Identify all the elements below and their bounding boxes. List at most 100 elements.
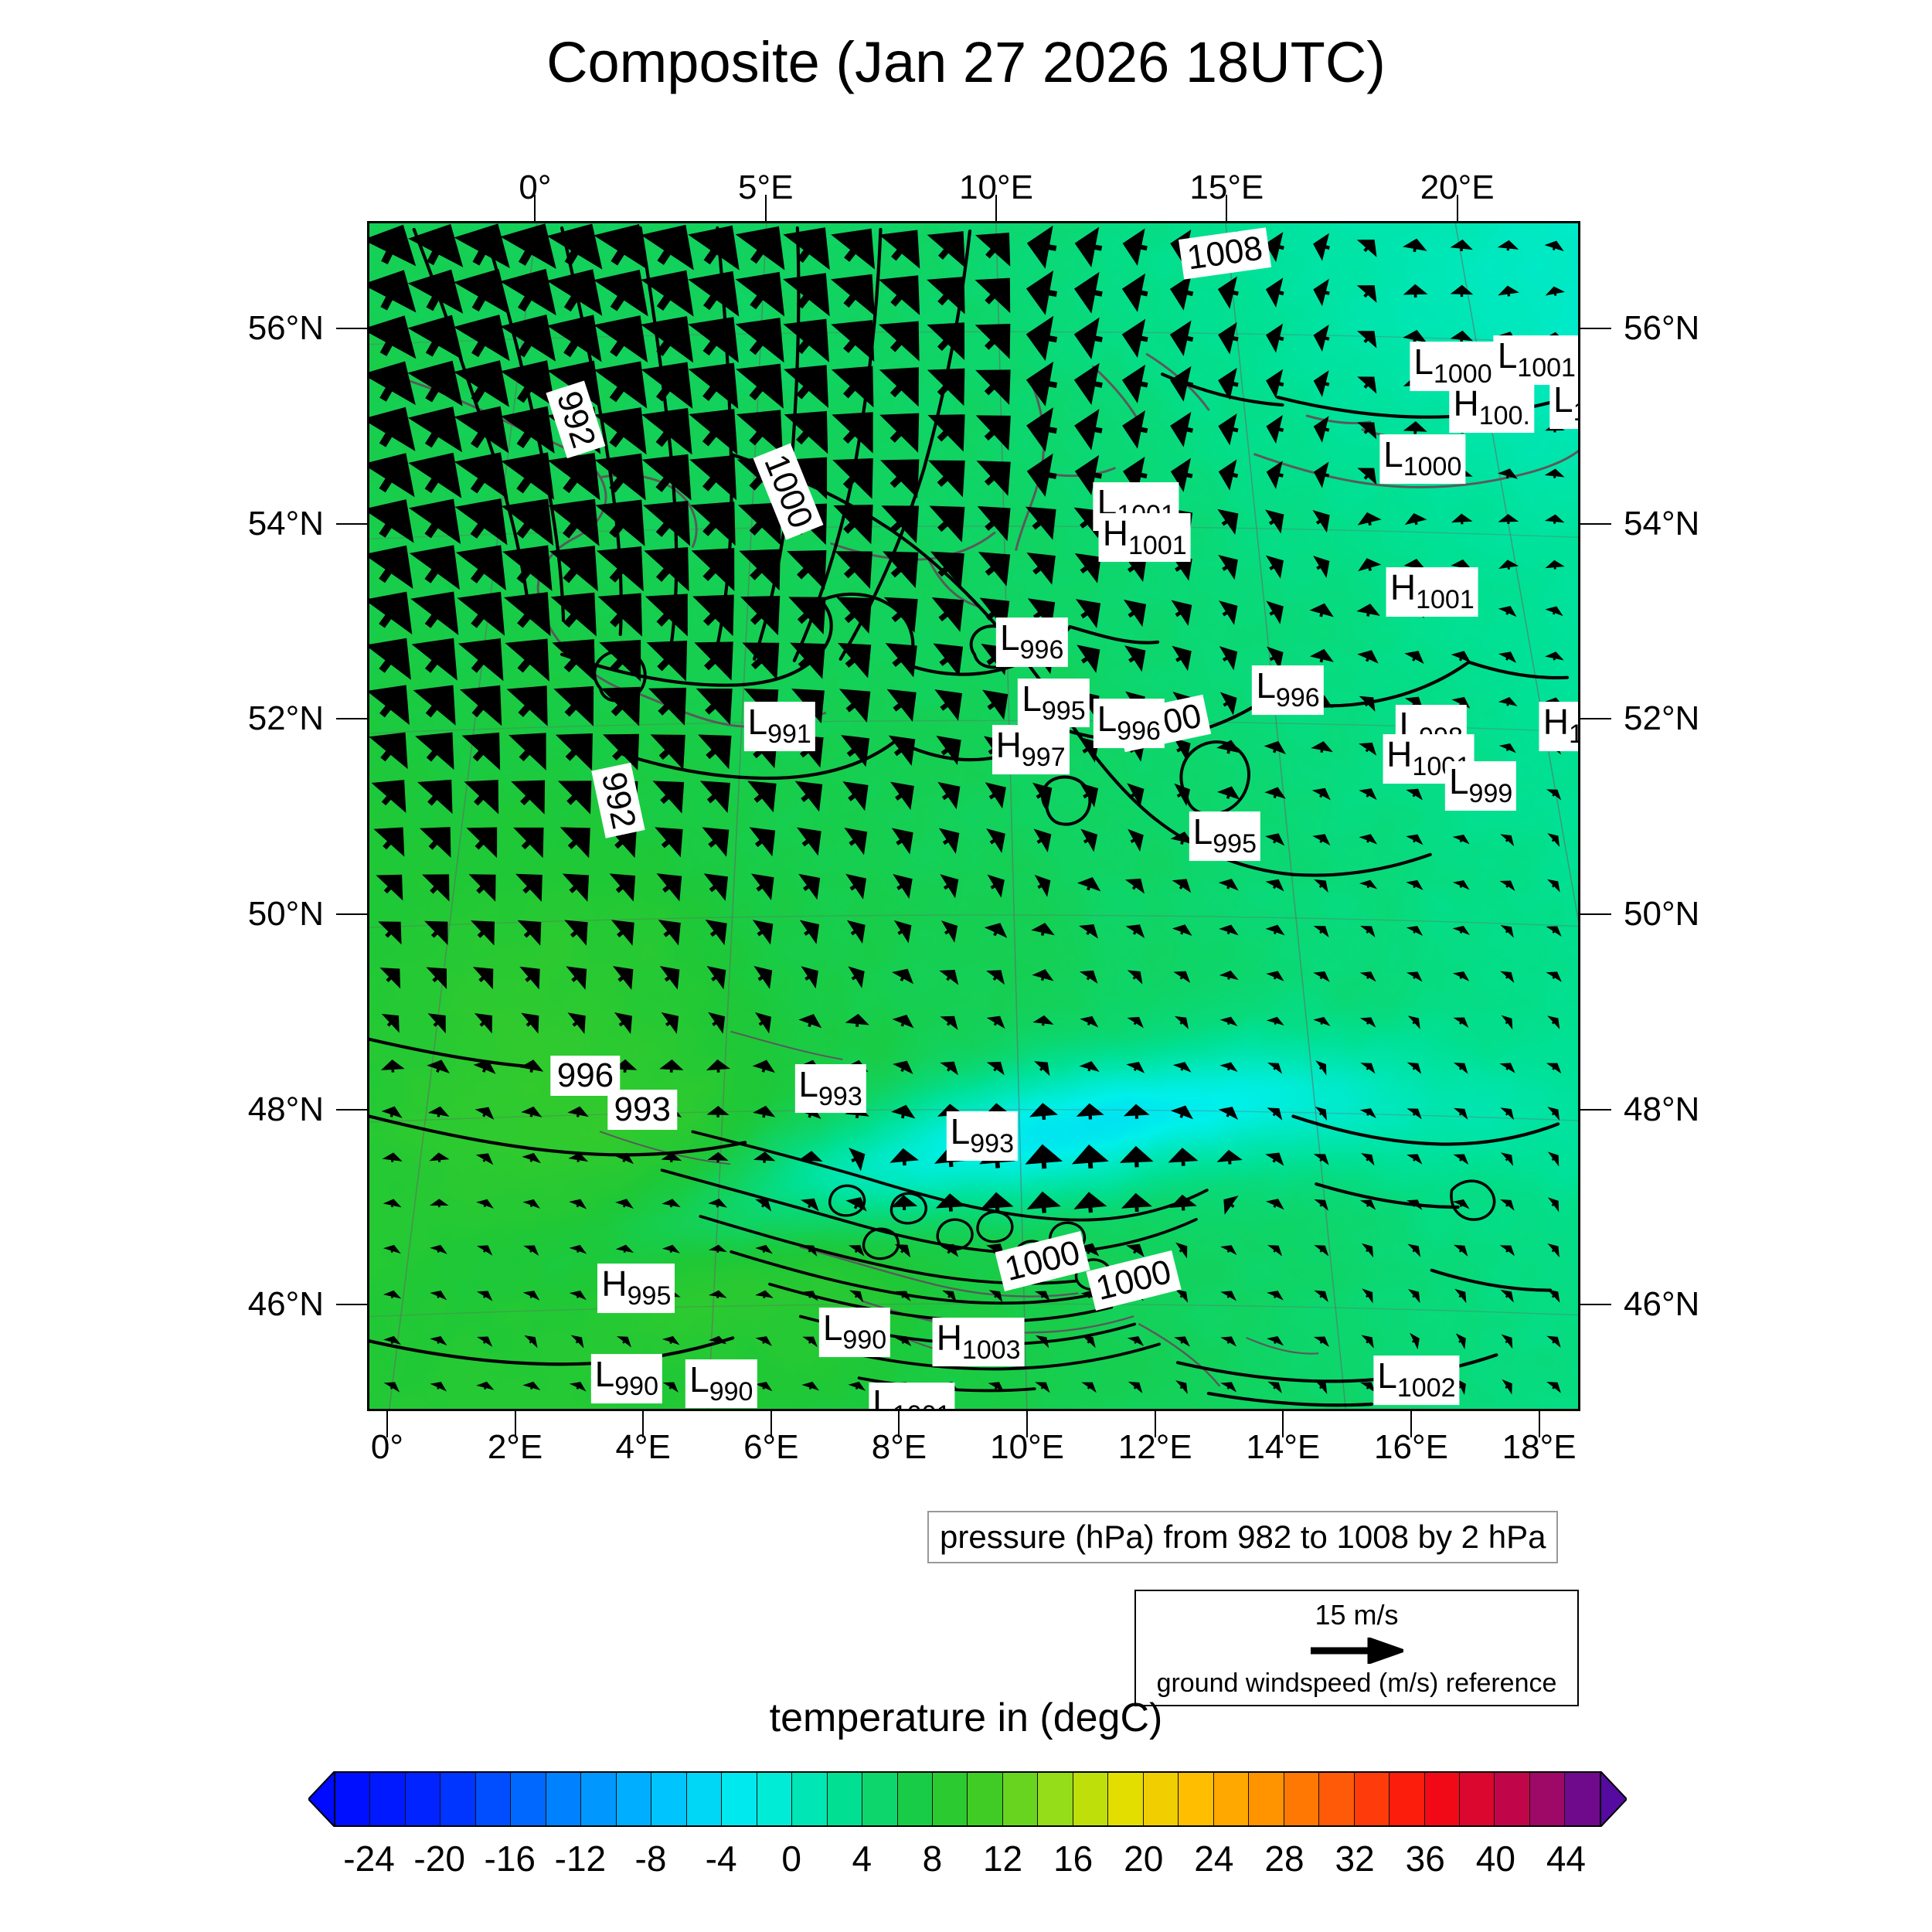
pressure-centre-type: L: [822, 1308, 843, 1349]
wind-vector: [1312, 834, 1331, 846]
pressure-contour: [1430, 1268, 1553, 1292]
wind-vector: [832, 457, 873, 499]
wind-vector: [1450, 284, 1474, 298]
wind-vector: [845, 1013, 869, 1027]
graticule-parallel: [369, 914, 1578, 929]
wind-vector: [1500, 1152, 1514, 1166]
wind-vector: [1545, 560, 1565, 570]
pressure-centre-type: L: [1192, 811, 1213, 852]
wind-vector: [1173, 971, 1191, 983]
wind-vector: [845, 1197, 867, 1212]
wind-vector: [893, 920, 912, 944]
map-plot-area[interactable]: 10089921000100099299699310001000L1000L10…: [367, 221, 1580, 1411]
wind-vector: [893, 1060, 913, 1075]
wind-vector: [1264, 787, 1286, 799]
colorbar-tick-14: 32: [1335, 1838, 1375, 1879]
wind-vector: [1452, 925, 1470, 936]
wind-vector: [1406, 926, 1423, 936]
wind-vector: [644, 547, 689, 592]
wind-vector: [1076, 1103, 1104, 1120]
wind-vector: [1124, 878, 1145, 894]
contour-label-996-5: 996: [550, 1055, 621, 1096]
wind-vector: [407, 406, 462, 453]
wind-vector: [1359, 788, 1377, 801]
pressure-contour: [369, 1037, 536, 1069]
wind-vector: [1497, 468, 1518, 479]
wind-vector: [848, 1245, 865, 1257]
pressure-contour: [730, 1250, 1094, 1305]
wind-vector: [849, 1290, 864, 1303]
wind-vector: [707, 1151, 729, 1163]
wind-vector: [1314, 1245, 1329, 1257]
wind-vector: [1313, 416, 1330, 443]
wind-vector: [373, 827, 405, 857]
wind-vector: [1223, 1196, 1239, 1215]
wind-vector: [476, 1381, 495, 1390]
wind-vector: [569, 1244, 587, 1254]
wind-vector: [1545, 651, 1564, 661]
wind-vector: [1547, 1107, 1560, 1121]
wind-vector: [1406, 1199, 1423, 1210]
wind-vector: [1499, 1245, 1515, 1257]
wind-vector: [569, 1199, 587, 1209]
wind-vector: [1265, 555, 1284, 579]
wind-vector: [1216, 1149, 1243, 1165]
wind-vector: [1452, 834, 1470, 845]
wind-vector: [1357, 650, 1379, 664]
wind-vector: [409, 545, 460, 590]
wind-vector: [753, 1105, 776, 1118]
wind-vector: [1169, 320, 1194, 356]
pressure-contour: [593, 649, 647, 702]
left-axis-tick-1: 54°N: [247, 504, 324, 543]
wind-vector: [1026, 315, 1058, 361]
wind-vector: [1309, 648, 1334, 663]
pressure-centre-l-991-12: L991: [743, 702, 815, 752]
wind-vector: [984, 923, 1008, 938]
wind-vector: [1127, 970, 1143, 985]
wind-vector: [429, 1199, 449, 1208]
wind-vector: [931, 597, 964, 632]
wind-vector: [895, 1291, 911, 1301]
wind-vector: [1410, 1332, 1420, 1350]
colorbar-cell: [581, 1773, 617, 1825]
wind-vector: [845, 873, 867, 900]
pressure-contour: [660, 1168, 1198, 1255]
wind-vector: [753, 1151, 776, 1163]
wind-vector: [659, 1059, 684, 1073]
wind-vector: [1265, 924, 1285, 936]
page-title: Composite (Jan 27 2026 18UTC): [546, 30, 1386, 94]
wind-vector: [1362, 1288, 1373, 1304]
wind-vector: [1071, 1144, 1109, 1169]
wind-vector: [546, 269, 603, 316]
left-axis-tick-4: 48°N: [247, 1090, 324, 1128]
wind-vector: [611, 920, 634, 946]
wind-vector: [1359, 1017, 1376, 1028]
wind-vector: [1073, 271, 1103, 314]
wind-vector: [594, 361, 648, 409]
wind-vector: [986, 970, 1005, 985]
colorbar-cell: [1529, 1773, 1566, 1825]
wind-vector: [369, 361, 416, 406]
colorbar-cell: [932, 1773, 968, 1825]
wind-vector: [522, 1291, 540, 1301]
pressure-contour: [862, 1227, 900, 1260]
wind-vector: [706, 966, 726, 990]
colorbar[interactable]: [308, 1771, 1627, 1827]
pressure-centre-value: 995: [627, 1281, 672, 1311]
wind-vector: [981, 1192, 1014, 1213]
colorbar-cells[interactable]: [334, 1771, 1601, 1827]
pressure-centre-type: H: [1386, 734, 1413, 775]
pressure-centre-value: 1002: [1396, 1372, 1456, 1403]
wind-vector: [1035, 1382, 1050, 1393]
wind-vector: [519, 966, 540, 990]
wind-vector: [383, 1199, 402, 1208]
wind-vector: [975, 415, 1011, 451]
wind-vector: [1175, 1242, 1188, 1259]
wind-vector: [466, 827, 498, 859]
wind-vector: [976, 461, 1011, 496]
colorbar-cell: [792, 1773, 828, 1825]
wind-vector: [1267, 1336, 1284, 1346]
wind-vector: [935, 1193, 966, 1212]
axis-tick: [336, 913, 367, 916]
wind-vector: [1122, 456, 1148, 494]
